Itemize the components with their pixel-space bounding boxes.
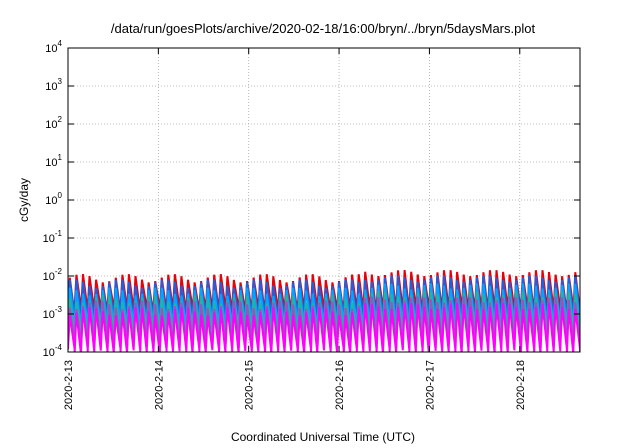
y-tick-label: 103 <box>45 77 62 93</box>
ticks: 10-4 10-3 10-2 10-1 100 101 102 103 104 2020-2-13… <box>43 39 580 410</box>
y-tick-label: 10-4 <box>43 343 63 359</box>
x-tick-label: 2020-2-14 <box>153 360 165 410</box>
y-tick-label: 104 <box>45 39 62 55</box>
y-tick-label: 102 <box>45 115 62 131</box>
x-tick-label: 2020-2-13 <box>63 360 75 410</box>
x-tick-label: 2020-2-18 <box>515 360 527 410</box>
x-tick-label: 2020-2-15 <box>244 360 256 410</box>
x-tick-label: 2020-2-17 <box>424 360 436 410</box>
series-group <box>68 269 580 352</box>
y-tick-label: 101 <box>45 153 62 169</box>
y-tick-label: 10-2 <box>43 267 63 283</box>
chart-title: /data/run/goesPlots/archive/2020-02-18/1… <box>111 21 536 36</box>
x-axis-label: Coordinated Universal Time (UTC) <box>231 430 415 444</box>
y-tick-label: 100 <box>45 191 62 207</box>
y-tick-label: 10-1 <box>43 229 63 245</box>
y-axis-label: cGy/day <box>17 178 31 222</box>
grid <box>68 48 580 352</box>
series-line <box>68 303 580 352</box>
y-tick-label: 10-3 <box>43 305 63 321</box>
x-tick-label: 2020-2-16 <box>334 360 346 410</box>
